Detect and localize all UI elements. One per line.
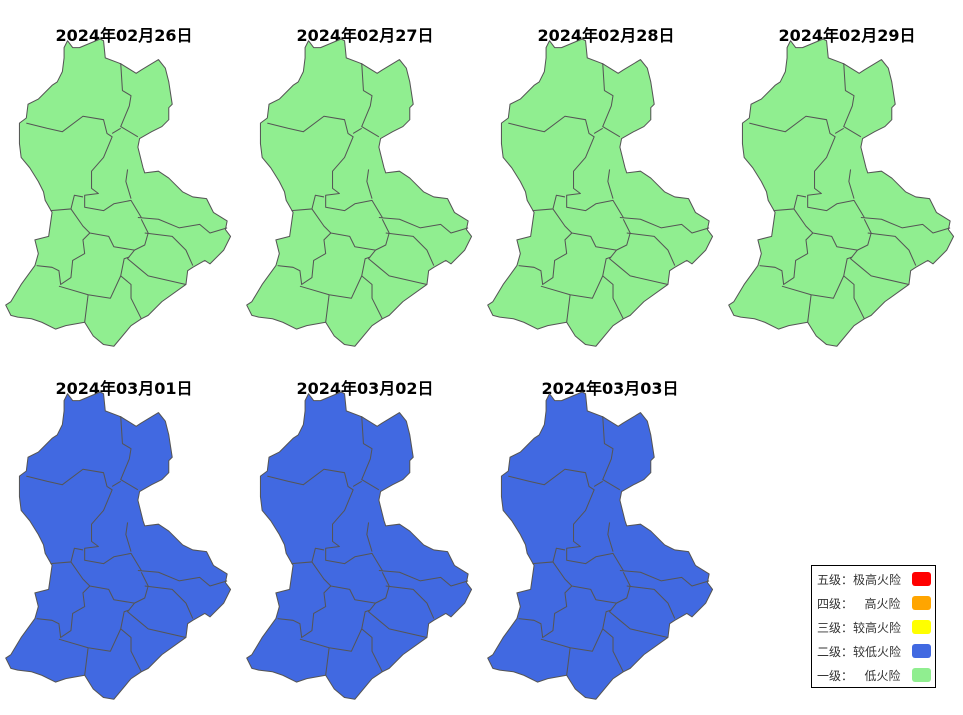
legend: 五级：极高火险 四级： 高火险 三级：较高火险 二级：较低火险 一级： 低火险 [811, 565, 936, 688]
region-map [486, 390, 716, 703]
fire-risk-region [6, 392, 231, 699]
fire-risk-region [488, 392, 713, 699]
panel-title: 2024年03月02日 [296, 379, 434, 398]
region-map [4, 390, 234, 703]
fire-risk-region [729, 39, 954, 346]
map-panel-0227: 2024年02月27日 [245, 0, 485, 350]
fire-risk-region [247, 392, 472, 699]
map-panel-0226: 2024年02月26日 [4, 0, 244, 350]
legend-label: 二级：较低火险 [817, 645, 902, 659]
map-panel-0228: 2024年02月28日 [486, 0, 726, 350]
region-map [4, 37, 234, 350]
legend-item-level3: 三级：较高火险 [812, 616, 935, 636]
map-panel-0301: 2024年03月01日 [4, 353, 244, 703]
legend-label: 四级： 高火险 [817, 597, 901, 611]
legend-label: 三级：较高火险 [817, 621, 902, 635]
panel-title: 2024年03月01日 [55, 379, 193, 398]
map-panel-0229: 2024年02月29日 [727, 0, 963, 350]
panel-title: 2024年02月27日 [296, 26, 434, 45]
region-map [727, 37, 957, 350]
panel-title: 2024年02月26日 [55, 26, 193, 45]
legend-item-level2: 二级：较低火险 [812, 640, 935, 660]
fire-risk-region [6, 39, 231, 346]
legend-swatch [912, 572, 931, 586]
region-map [245, 390, 475, 703]
legend-swatch [912, 620, 931, 634]
panel-title: 2024年02月28日 [537, 26, 675, 45]
legend-swatch [912, 644, 931, 658]
fire-risk-region [247, 39, 472, 346]
legend-item-level1: 一级： 低火险 [812, 664, 935, 684]
map-panel-0302: 2024年03月02日 [245, 353, 485, 703]
legend-swatch [912, 596, 931, 610]
panel-title: 2024年03月03日 [541, 379, 679, 398]
legend-swatch [912, 668, 931, 682]
legend-item-level5: 五级：极高火险 [812, 568, 935, 588]
legend-item-level4: 四级： 高火险 [812, 592, 935, 612]
fire-risk-region [488, 39, 713, 346]
legend-label: 一级： 低火险 [817, 669, 901, 683]
panel-title: 2024年02月29日 [778, 26, 916, 45]
map-panel-0303: 2024年03月03日 [486, 353, 726, 703]
region-map [245, 37, 475, 350]
region-map [486, 37, 716, 350]
legend-label: 五级：极高火险 [817, 573, 902, 587]
